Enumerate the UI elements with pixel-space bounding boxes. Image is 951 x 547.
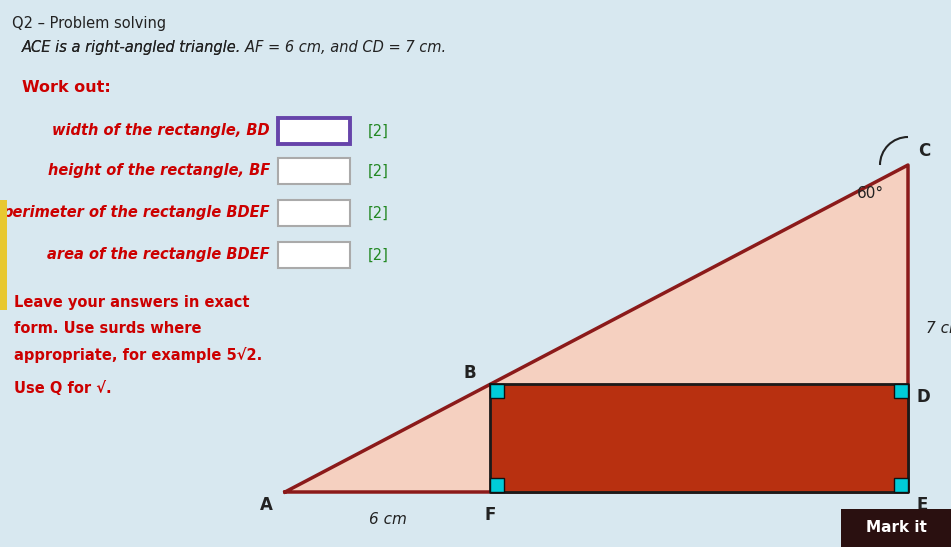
Text: 7 cm: 7 cm: [926, 321, 951, 336]
Text: [2]: [2]: [368, 247, 389, 263]
Text: Leave your answers in exact: Leave your answers in exact: [14, 295, 249, 310]
Polygon shape: [285, 165, 908, 492]
Text: F: F: [484, 506, 495, 524]
Text: Work out:: Work out:: [22, 80, 110, 95]
Text: C: C: [918, 142, 930, 160]
Bar: [278, 118, 350, 144]
Text: area of the rectangle BDEF: area of the rectangle BDEF: [48, 247, 270, 263]
Bar: [894, 478, 908, 492]
Bar: [490, 478, 504, 492]
Text: D: D: [916, 388, 930, 406]
Bar: [841, 509, 951, 547]
Text: Q2 – Problem solving: Q2 – Problem solving: [12, 16, 166, 31]
Text: [2]: [2]: [368, 124, 389, 138]
Polygon shape: [490, 385, 908, 492]
Text: B: B: [463, 364, 476, 382]
Bar: [278, 242, 350, 268]
Text: ACE is a right-angled triangle.: ACE is a right-angled triangle.: [22, 40, 246, 55]
Text: 60°: 60°: [857, 185, 883, 201]
Text: 6 cm: 6 cm: [369, 512, 406, 527]
Text: appropriate, for example 5√2.: appropriate, for example 5√2.: [14, 347, 262, 363]
Text: [2]: [2]: [368, 164, 389, 178]
Text: Mark it: Mark it: [865, 521, 926, 536]
Text: height of the rectangle, BF: height of the rectangle, BF: [48, 164, 270, 178]
Text: [2]: [2]: [368, 206, 389, 220]
Bar: [490, 385, 504, 398]
Text: perimeter of the rectangle BDEF: perimeter of the rectangle BDEF: [2, 206, 270, 220]
Text: E: E: [916, 496, 927, 514]
Text: A: A: [261, 496, 273, 514]
Bar: [894, 385, 908, 398]
Text: form. Use surds where: form. Use surds where: [14, 321, 202, 336]
Text: ACE is a right-angled triangle. AF = 6 cm, and CD = 7 cm.: ACE is a right-angled triangle. AF = 6 c…: [22, 40, 447, 55]
Bar: [278, 200, 350, 226]
Text: Use Q for √.: Use Q for √.: [14, 381, 111, 396]
Bar: [278, 158, 350, 184]
Text: width of the rectangle, BD: width of the rectangle, BD: [52, 124, 270, 138]
Bar: [0, 200, 7, 310]
